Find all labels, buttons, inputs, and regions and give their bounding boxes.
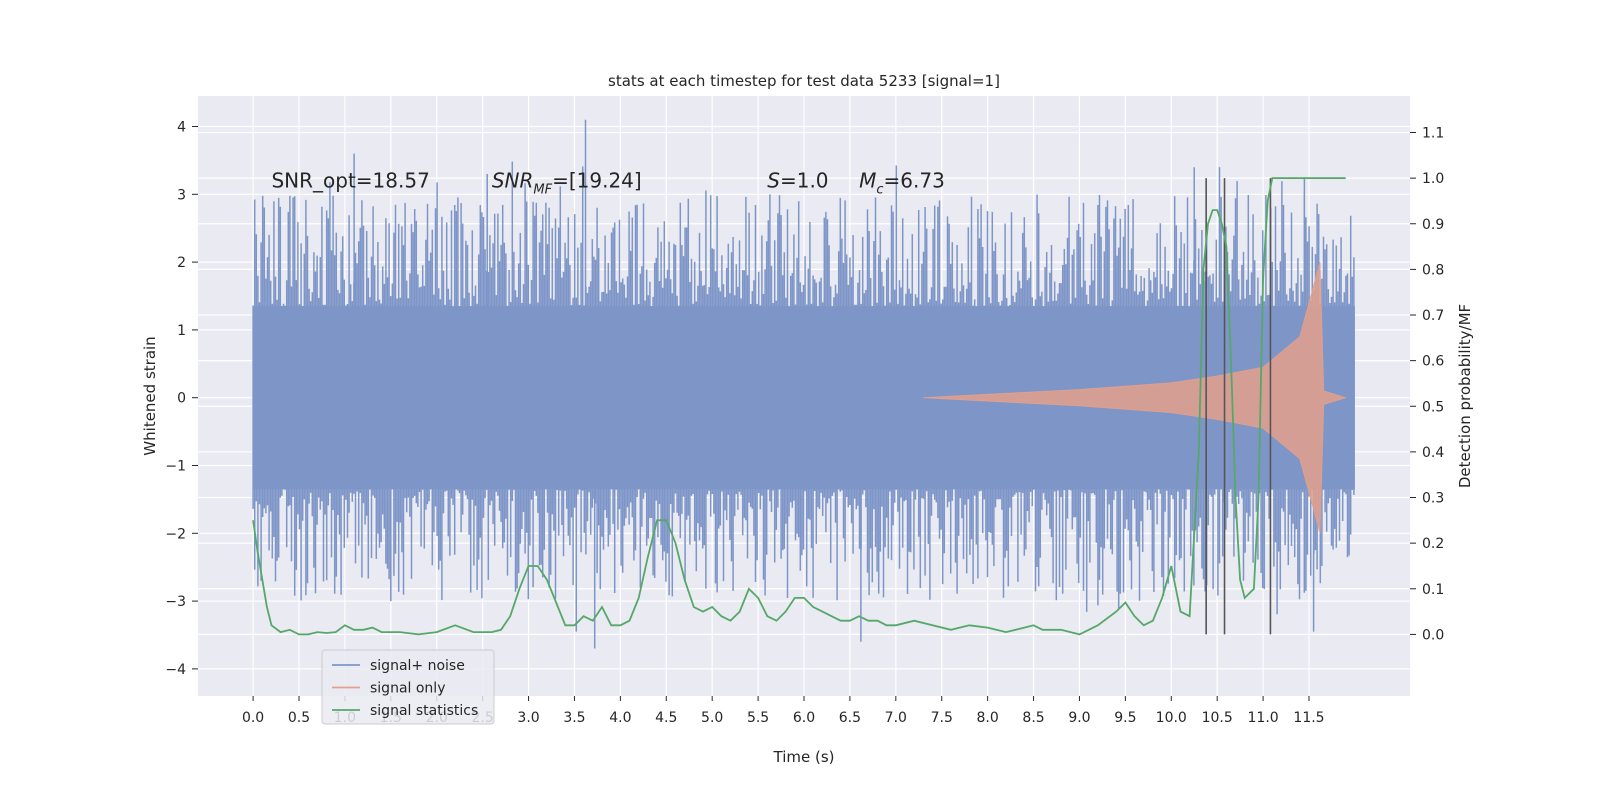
x-tick-label: 5.5 — [747, 710, 769, 726]
y2-tick-label: 0.7 — [1422, 308, 1444, 324]
signal-statistics-series — [252, 177, 1346, 636]
y2-tick-label: 0.1 — [1422, 582, 1444, 598]
x-tick-label: 8.0 — [977, 710, 999, 726]
x-tick-label: 4.0 — [609, 710, 631, 726]
signal-only-series — [923, 261, 1347, 534]
y-tick-label: −2 — [165, 526, 186, 542]
y2-axis-label: Detection probability/MF — [1456, 304, 1474, 488]
y2-tick-label: 0.4 — [1422, 445, 1444, 461]
y-tick-label: 3 — [177, 187, 186, 203]
legend-label: signal+ noise — [370, 658, 465, 674]
y-tick-label: −3 — [165, 594, 186, 610]
annotations: SNR_opt=18.57 SNRMF=[19.24] S=1.0 Mc=6.73 — [271, 169, 944, 198]
x-tick-label: 9.0 — [1068, 710, 1090, 726]
y2-tick-label: 1.1 — [1422, 126, 1444, 142]
legend-label: signal only — [370, 681, 445, 697]
x-tick-label: 5.0 — [701, 710, 723, 726]
y-tick-label: −4 — [165, 662, 186, 678]
x-tick-label: 3.0 — [517, 710, 539, 726]
y2-tick-label: 0.6 — [1422, 354, 1444, 370]
legend-box — [321, 649, 495, 725]
legend: signal+ noise signal only signal statistic… — [321, 649, 495, 725]
annotation-text: SNRMF=[19.24] — [492, 169, 642, 198]
y-tick-label: 4 — [177, 120, 186, 136]
y2-tick-label: 1.0 — [1422, 171, 1444, 187]
x-tick-label: 7.5 — [931, 710, 953, 726]
x-axis-label: Time (s) — [773, 748, 835, 766]
x-tick-label: 6.5 — [839, 710, 861, 726]
data-layer — [252, 119, 1355, 649]
annotation-text: S=1.0 — [767, 169, 828, 193]
y-tick-label: −1 — [165, 458, 186, 474]
y2-tick-label: 0.2 — [1422, 536, 1444, 552]
y2-tick-label: 0.8 — [1422, 262, 1444, 278]
x-tick-label: 6.0 — [793, 710, 815, 726]
y2-tick-label: 0.5 — [1422, 399, 1444, 415]
y2-tick-label: 0.9 — [1422, 217, 1444, 233]
legend-label: signal statistics — [370, 703, 478, 719]
annotation-text: Mc=6.73 — [859, 169, 945, 198]
y-axis-label: Whitened strain — [141, 336, 159, 455]
x-tick-label: 9.5 — [1114, 710, 1136, 726]
y-tick-label: 2 — [177, 255, 186, 271]
y2-tick-label: 0.3 — [1422, 491, 1444, 507]
x-tick-label: 7.0 — [885, 710, 907, 726]
x-tick-label: 0.0 — [242, 710, 264, 726]
chart-title: stats at each timestep for test data 523… — [608, 72, 1000, 90]
x-tick-label: 10.5 — [1202, 710, 1233, 726]
x-tick-label: 4.5 — [655, 710, 677, 726]
y-tick-label: 1 — [177, 323, 186, 339]
x-tick-label: 3.5 — [563, 710, 585, 726]
x-tick-label: 0.5 — [288, 710, 310, 726]
annotation-text: SNR_opt=18.57 — [271, 169, 429, 193]
y2-tick-label: 0.0 — [1422, 627, 1444, 643]
x-tick-label: 10.0 — [1156, 710, 1187, 726]
x-tick-label: 8.5 — [1022, 710, 1044, 726]
x-tick-label: 11.5 — [1293, 710, 1324, 726]
x-tick-label: 11.0 — [1248, 710, 1279, 726]
y-tick-label: 0 — [177, 391, 186, 407]
